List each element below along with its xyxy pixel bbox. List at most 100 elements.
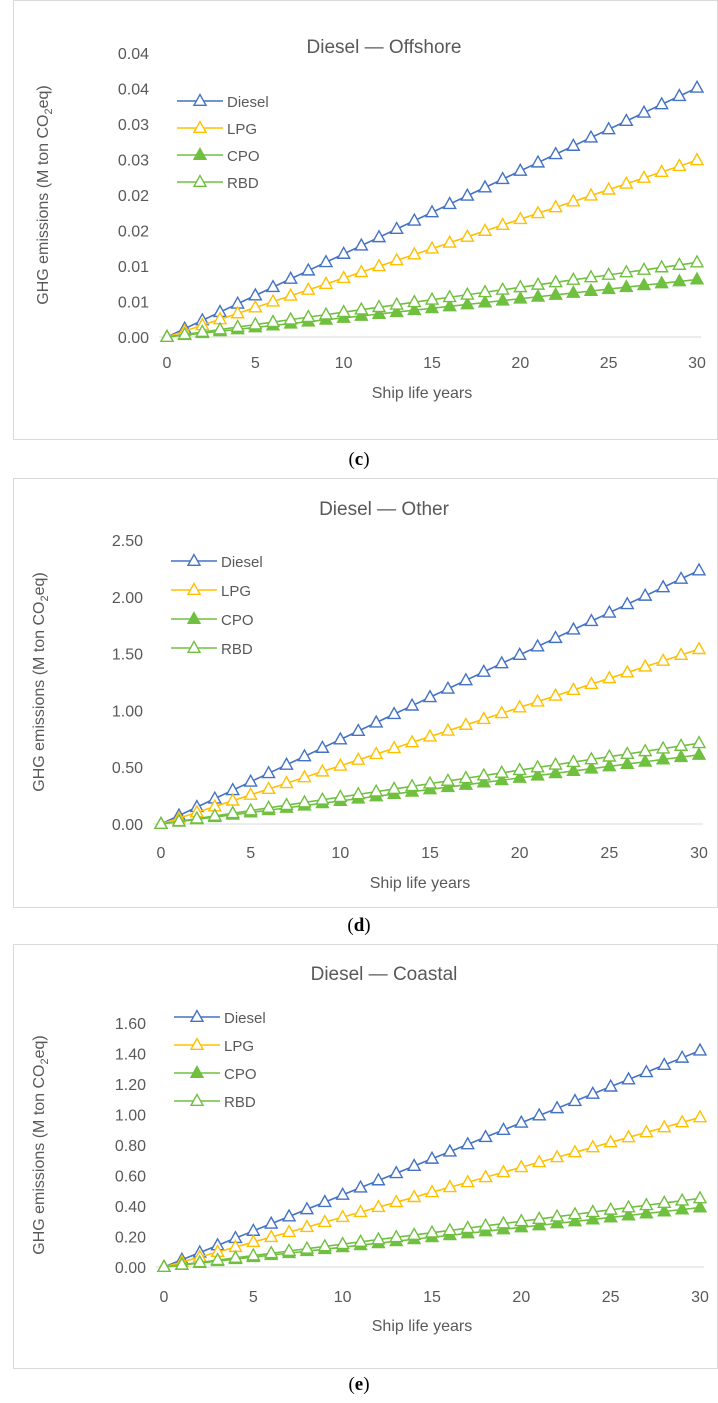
data-point <box>159 329 175 343</box>
data-point <box>318 306 334 320</box>
data-point <box>477 294 493 308</box>
data-point <box>389 221 404 235</box>
data-point <box>532 1211 547 1224</box>
data-point <box>673 647 689 661</box>
data-point <box>674 1114 690 1128</box>
series-diesel <box>159 79 705 343</box>
data-point <box>404 734 420 748</box>
data-point <box>549 1149 565 1163</box>
data-point <box>621 1207 636 1221</box>
data-point <box>655 751 671 765</box>
data-point <box>494 705 509 719</box>
data-point <box>532 1217 547 1231</box>
data-point <box>297 794 312 808</box>
data-point <box>638 658 653 672</box>
legend-marker <box>186 640 202 654</box>
x-tick-label: 10 <box>334 1289 352 1306</box>
data-point <box>654 164 669 178</box>
y-tick-label: 0.50 <box>112 760 143 777</box>
data-point <box>297 748 312 762</box>
data-point <box>192 1254 207 1268</box>
data-point <box>301 262 316 276</box>
data-point <box>549 1100 565 1114</box>
data-point <box>354 264 369 278</box>
data-point <box>496 1215 511 1229</box>
data-point <box>386 740 402 754</box>
data-point <box>424 1150 440 1164</box>
data-point <box>315 763 330 777</box>
data-point <box>692 1042 708 1056</box>
data-point <box>371 306 387 320</box>
data-point <box>335 1236 350 1250</box>
data-point <box>354 307 369 321</box>
data-point <box>674 1049 690 1063</box>
data-point <box>530 759 545 773</box>
data-point <box>549 1208 565 1222</box>
legend-label: CPO <box>227 148 260 165</box>
y-tick-label: 0.02 <box>118 224 149 241</box>
data-point <box>283 287 298 301</box>
data-point <box>566 138 581 151</box>
data-point <box>243 773 258 787</box>
data-point <box>620 664 635 678</box>
data-point <box>689 254 705 268</box>
data-point <box>442 298 457 312</box>
data-point <box>476 774 491 788</box>
data-point <box>639 1064 654 1078</box>
data-point <box>153 816 169 830</box>
data-point <box>317 1214 332 1228</box>
data-point <box>530 767 545 781</box>
data-point <box>389 296 404 310</box>
data-point <box>371 299 387 313</box>
data-point <box>264 1245 279 1259</box>
data-point <box>477 179 493 193</box>
data-point <box>317 1194 332 1208</box>
data-point <box>228 1249 243 1263</box>
data-point <box>512 699 527 713</box>
data-point <box>476 767 491 781</box>
data-point <box>639 1197 654 1211</box>
data-point <box>351 723 366 737</box>
chart-title: Diesel — Offshore <box>307 37 462 58</box>
data-point <box>440 680 456 694</box>
data-point <box>458 776 474 790</box>
data-point <box>566 271 581 285</box>
data-point <box>654 259 669 273</box>
y-tick-label: 2.00 <box>112 590 143 607</box>
data-point <box>657 1195 672 1208</box>
data-point <box>424 291 440 305</box>
data-point <box>602 670 617 684</box>
data-point <box>336 270 351 284</box>
data-point <box>496 1122 511 1135</box>
data-point <box>494 764 509 778</box>
data-point <box>407 302 422 316</box>
data-point <box>566 754 581 768</box>
data-point <box>548 199 563 213</box>
x-tick-label: 20 <box>512 1289 530 1306</box>
data-point <box>246 1234 261 1248</box>
data-point <box>281 1208 297 1222</box>
data-point <box>548 687 563 701</box>
x-tick-label: 15 <box>423 355 441 372</box>
data-point <box>655 740 671 754</box>
data-point <box>532 1154 547 1168</box>
legend-item-lpg: LPG <box>171 582 251 600</box>
caption-c-letter: c <box>354 449 364 470</box>
data-point <box>369 783 384 797</box>
data-point <box>171 813 187 827</box>
legend-marker <box>186 611 202 625</box>
data-point <box>442 196 457 210</box>
y-tick-label: 0.80 <box>115 1138 146 1155</box>
data-point <box>261 781 276 795</box>
data-point <box>619 264 634 278</box>
data-point <box>333 757 348 771</box>
legend-label: LPG <box>227 121 257 138</box>
data-point <box>318 254 334 268</box>
data-point <box>248 316 263 330</box>
x-tick-label: 0 <box>157 845 166 862</box>
data-point <box>460 1220 475 1234</box>
data-point <box>386 781 402 795</box>
data-point <box>585 1204 600 1218</box>
chart-panel-other: Diesel — Other 0.00 0.50 1.00 1.50 2.00 2.50 0 5… <box>13 478 718 908</box>
data-point <box>371 258 387 272</box>
